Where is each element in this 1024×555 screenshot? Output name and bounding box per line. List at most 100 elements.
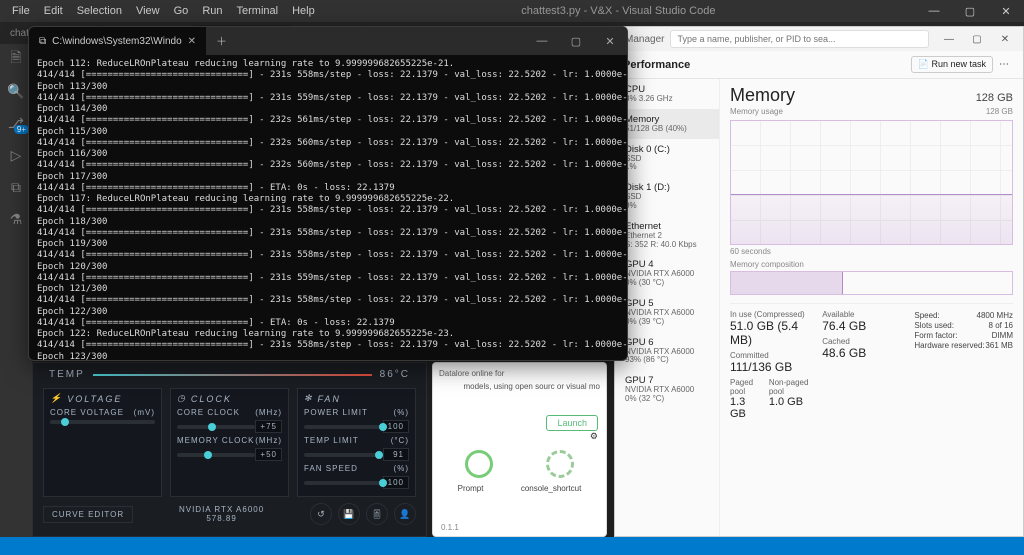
- terminal-icon: ⧉: [39, 36, 46, 47]
- memory-composition-bar: [730, 271, 1013, 295]
- memory-clock-slider[interactable]: [177, 453, 255, 457]
- taskmgr-sidebar: CPU3% 3.26 GHzMemory51/128 GB (40%)Disk …: [615, 79, 720, 536]
- close-icon[interactable]: ✕: [988, 5, 1024, 18]
- cached-value: 48.6 GB: [822, 346, 904, 360]
- sidebar-item-gpu-6[interactable]: GPU 6NVIDIA RTX A600093% (86 °C): [615, 332, 719, 371]
- source-control-icon[interactable]: ⎇: [7, 114, 25, 132]
- sidebar-item-gpu-4[interactable]: GPU 4NVIDIA RTX A60000% (30 °C): [615, 254, 719, 293]
- minimize-icon[interactable]: ―: [525, 35, 559, 47]
- beaker-icon[interactable]: ⚗: [7, 210, 25, 228]
- memory-title: Memory: [730, 85, 795, 106]
- save-icon[interactable]: 💾: [338, 503, 360, 525]
- core-voltage-slider[interactable]: [50, 420, 155, 424]
- vscode-status-bar[interactable]: [0, 537, 1024, 555]
- new-tab-button[interactable]: ＋: [206, 33, 237, 49]
- tune-icon[interactable]: 🎚: [366, 503, 388, 525]
- profile-icon[interactable]: 👤: [394, 503, 416, 525]
- taskmgr-main: Memory 128 GB Memory usage 128 GB 60 sec…: [720, 79, 1023, 536]
- menu-selection[interactable]: Selection: [71, 3, 128, 19]
- minimize-icon[interactable]: ―: [935, 34, 963, 45]
- explorer-icon[interactable]: 🗎: [7, 50, 25, 68]
- search-input[interactable]: [670, 30, 929, 48]
- maximize-icon[interactable]: ▢: [559, 35, 593, 48]
- terminal-window: ⧉ C:\windows\System32\Windo ✕ ＋ ― ▢ ✕ Ep…: [28, 26, 628, 361]
- temp-value: 86°C: [380, 369, 410, 380]
- memory-stats: In use (Compressed) 51.0 GB (5.4 MB) Com…: [730, 303, 1013, 420]
- extensions-icon[interactable]: ⧉: [7, 178, 25, 196]
- in-use-value: 51.0 GB (5.4 MB): [730, 319, 812, 347]
- prompt-label: Prompt: [458, 484, 484, 493]
- terminal-titlebar[interactable]: ⧉ C:\windows\System32\Windo ✕ ＋ ― ▢ ✕: [29, 27, 627, 55]
- sidebar-item-memory[interactable]: Memory51/128 GB (40%): [615, 109, 719, 139]
- gpu-name: NVIDIA RTX A6000 578.89: [139, 505, 304, 523]
- committed-value: 111/136 GB: [730, 360, 812, 374]
- close-tab-icon[interactable]: ✕: [188, 36, 196, 47]
- fan-speed-slider[interactable]: [304, 481, 383, 485]
- terminal-tab[interactable]: ⧉ C:\windows\System32\Windo ✕: [29, 27, 206, 55]
- vscode-menu: File Edit Selection View Go Run Terminal…: [0, 3, 321, 19]
- menu-view[interactable]: View: [130, 3, 166, 19]
- minimize-icon[interactable]: ―: [916, 5, 952, 18]
- maximize-icon[interactable]: ▢: [952, 5, 988, 18]
- menu-edit[interactable]: Edit: [38, 3, 69, 19]
- voltage-section: ⚡VOLTAGE CORE VOLTAGE(mV): [43, 388, 162, 497]
- taskmgr-search: [670, 30, 929, 48]
- gear-icon[interactable]: ⚙: [590, 431, 598, 442]
- core-clock-slider[interactable]: [177, 425, 255, 429]
- taskmgr-header: Performance 📄 Run new task ⋯: [615, 51, 1023, 79]
- memory-composition-label: Memory composition: [730, 260, 1013, 269]
- sixty-seconds-label: 60 seconds: [730, 247, 1013, 256]
- sidebar-item-gpu-5[interactable]: GPU 5NVIDIA RTX A60000% (39 °C): [615, 293, 719, 332]
- temp-bar: [93, 374, 372, 376]
- clock-section: ◷CLOCK CORE CLOCK(MHz) +75 MEMORY CLOCK(…: [170, 388, 289, 497]
- search-icon[interactable]: 🔍: [7, 82, 25, 100]
- power-limit-slider[interactable]: [304, 425, 383, 429]
- debug-icon[interactable]: ▷: [7, 146, 25, 164]
- fan-icon: ✻: [304, 393, 314, 404]
- terminal-output[interactable]: Epoch 112: ReduceLROnPlateau reducing le…: [29, 55, 627, 360]
- page-title: Performance: [623, 59, 690, 71]
- launch-button[interactable]: Launch: [546, 415, 598, 431]
- menu-file[interactable]: File: [6, 3, 36, 19]
- more-icon[interactable]: ⋯: [993, 59, 1015, 70]
- fan-section: ✻FAN POWER LIMIT(%) 100 TEMP LIMIT(°C) 9…: [297, 388, 416, 497]
- task-manager-window: Manager ― ▢ ✕ Performance 📄 Run new task…: [614, 26, 1024, 537]
- card-description: models, using open sourc or visual mo: [439, 382, 600, 392]
- taskmgr-titlebar[interactable]: Manager ― ▢ ✕: [615, 27, 1023, 51]
- vscode-title: chattest3.py - V&X - Visual Studio Code: [321, 5, 916, 17]
- core-clock-value: +75: [255, 420, 282, 433]
- sidebar-item-cpu[interactable]: CPU3% 3.26 GHz: [615, 79, 719, 109]
- prompt-status-icon: [465, 450, 493, 478]
- available-value: 76.4 GB: [822, 319, 904, 333]
- temp-label: TEMP: [49, 369, 85, 380]
- menu-help[interactable]: Help: [286, 3, 321, 19]
- temp-limit-slider[interactable]: [304, 453, 383, 457]
- sidebar-item-disk-1-d-[interactable]: Disk 1 (D:)SSD0%: [615, 177, 719, 216]
- gpu-tuning-panel: TEMP 86°C ⚡VOLTAGE CORE VOLTAGE(mV) ◷CLO…: [32, 362, 427, 537]
- memory-capacity: 128 GB: [976, 92, 1013, 104]
- hardware-info: Speed:4800 MHz Slots used:8 of 16 Form f…: [914, 310, 1013, 420]
- maximize-icon[interactable]: ▢: [963, 34, 991, 45]
- memory-usage-max: 128 GB: [986, 107, 1013, 116]
- console-status-icon: [546, 450, 574, 478]
- menu-go[interactable]: Go: [168, 3, 195, 19]
- curve-editor-button[interactable]: CURVE EDITOR: [43, 506, 133, 523]
- close-icon[interactable]: ✕: [593, 35, 627, 48]
- sidebar-item-gpu-7[interactable]: GPU 7NVIDIA RTX A60000% (32 °C): [615, 370, 719, 409]
- vscode-window-controls: ― ▢ ✕: [916, 5, 1024, 18]
- reset-icon[interactable]: ↺: [310, 503, 332, 525]
- memory-clock-value: +50: [255, 448, 282, 461]
- menu-terminal[interactable]: Terminal: [231, 3, 285, 19]
- card-topline: Datalore online for: [439, 369, 600, 378]
- run-task-button[interactable]: 📄 Run new task: [911, 56, 993, 73]
- memory-graph: [730, 120, 1013, 245]
- menu-run[interactable]: Run: [196, 3, 228, 19]
- sidebar-item-disk-0-c-[interactable]: Disk 0 (C:)SSD1%: [615, 139, 719, 178]
- memory-usage-label: Memory usage: [730, 107, 783, 116]
- close-icon[interactable]: ✕: [991, 34, 1019, 45]
- console-label: console_shortcut: [521, 484, 581, 493]
- sidebar-item-ethernet[interactable]: EthernetEthernet 2S: 352 R: 40.0 Kbps: [615, 216, 719, 255]
- launcher-card: Datalore online for models, using open s…: [432, 362, 607, 537]
- bolt-icon: ⚡: [50, 393, 63, 404]
- version-label: 0.1.1: [441, 523, 459, 532]
